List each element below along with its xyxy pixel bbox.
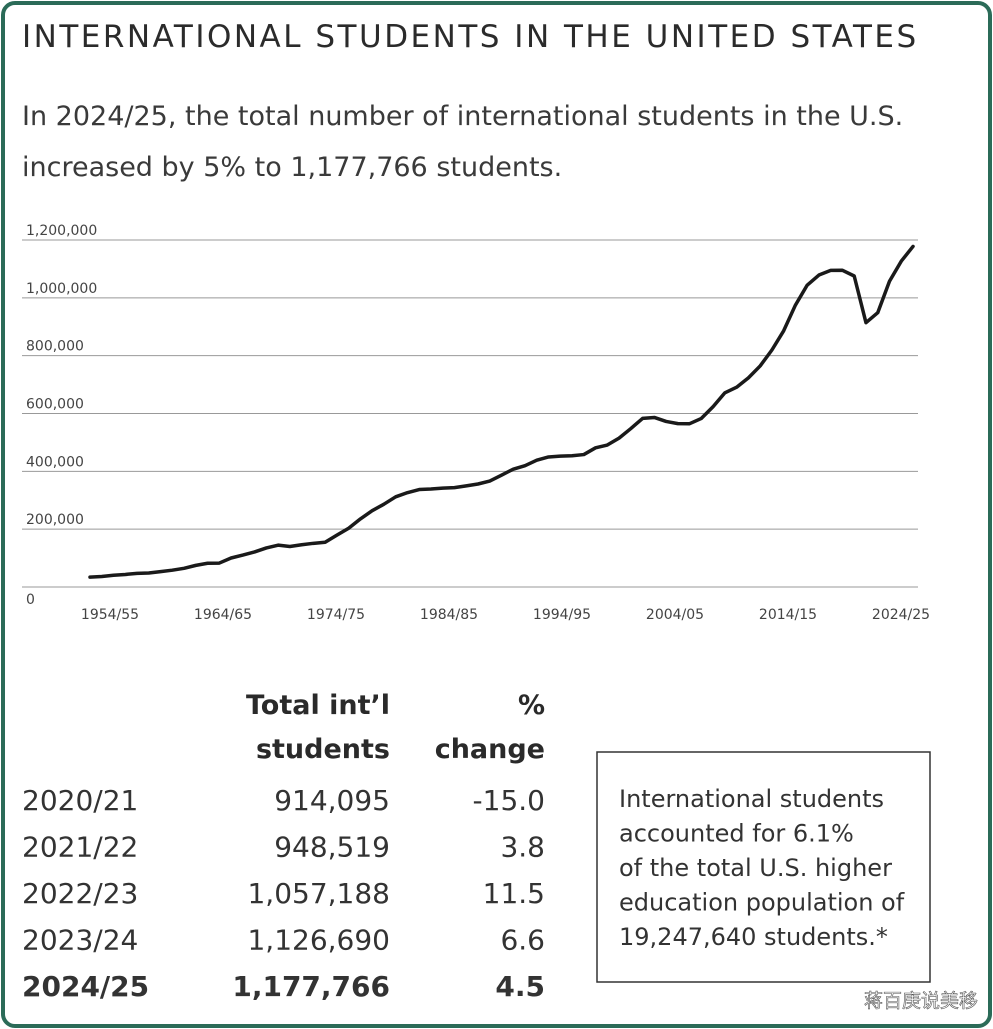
table-cell: 4.5 [495,970,545,1003]
table-cell: 2020/21 [22,784,138,817]
subtitle: In 2024/25, the total number of internat… [22,101,903,132]
y-tick-label: 1,000,000 [26,281,97,297]
table-cell: 948,519 [274,831,390,864]
title: INTERNATIONAL STUDENTS IN THE UNITED STA… [22,19,919,55]
x-tick-label: 1954/55 [81,607,139,623]
table-cell: 1,177,766 [232,970,390,1003]
note-text: of the total U.S. higher [619,854,892,882]
table-header: students [256,734,390,765]
table-cell: 6.6 [500,924,545,957]
y-tick-label: 800,000 [26,339,84,355]
note-text: 19,247,640 students.* [619,923,888,951]
x-tick-label: 1984/85 [420,607,478,623]
note-text: accounted for 6.1% [619,820,854,848]
x-tick-label: 2004/05 [646,607,704,623]
x-tick-label: 2014/15 [759,607,817,623]
y-tick-label: 400,000 [26,454,84,470]
y-tick-label: 0 [26,592,35,608]
note-text: International students [619,785,884,813]
table-cell: 11.5 [483,877,545,910]
table-cell: 2021/22 [22,831,138,864]
table-cell: -15.0 [473,784,545,817]
table-cell: 1,126,690 [247,924,390,957]
table-cell: 2024/25 [22,970,149,1003]
data-line [88,244,915,579]
x-tick-label: 1994/95 [533,607,591,623]
x-tick-label: 1964/65 [194,607,252,623]
table-cell: 2022/23 [22,877,138,910]
table-header: % [518,690,545,721]
y-tick-label: 600,000 [26,397,84,413]
subtitle: increased by 5% to 1,177,766 students. [22,152,562,183]
x-tick-label: 1974/75 [307,607,365,623]
table-cell: 2023/24 [22,924,138,957]
table-cell: 1,057,188 [247,877,390,910]
x-tick-label: 2024/25 [872,607,930,623]
table-header: Total int’l [246,690,390,721]
note-text: education population of [619,889,905,917]
table-cell: 914,095 [274,784,390,817]
table-cell: 3.8 [500,831,545,864]
y-tick-label: 1,200,000 [26,223,97,239]
note-box [596,751,931,983]
table-header: change [435,734,545,765]
y-tick-label: 200,000 [26,512,84,528]
watermark: 蒋百庚说美移 [864,990,978,1012]
